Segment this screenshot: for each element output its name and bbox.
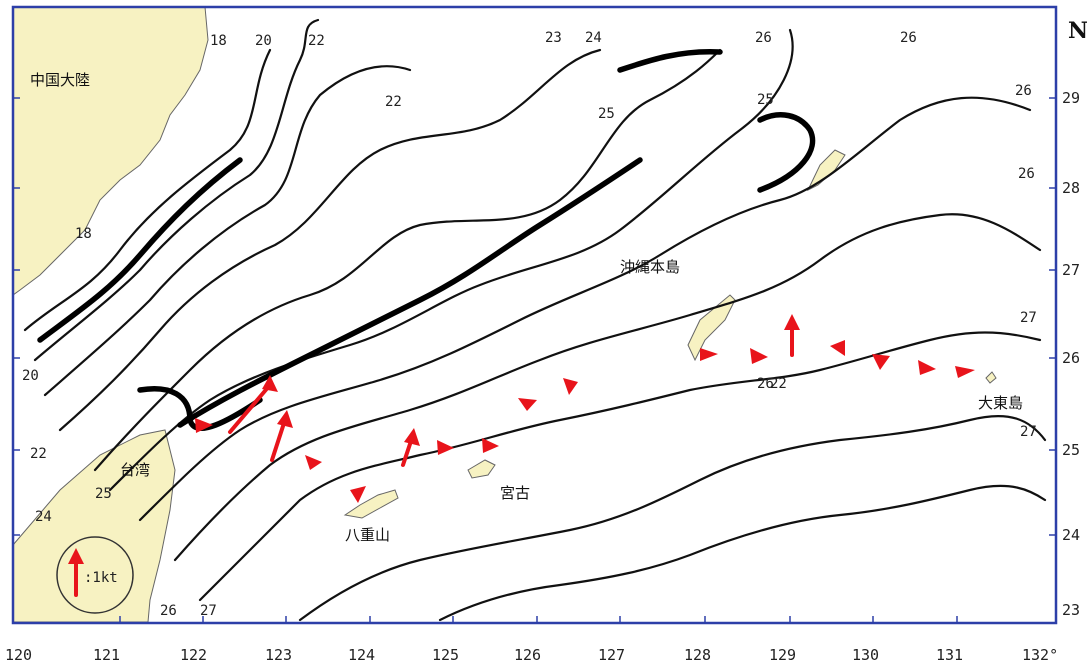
vector-head-6	[305, 455, 322, 470]
vector-arrow-2	[270, 418, 287, 462]
lat-label: 24	[1062, 526, 1080, 544]
contour-label: 22	[385, 94, 402, 110]
contour-label: 22	[770, 376, 787, 392]
legend-arrow-head	[68, 548, 84, 564]
contour-label: 27	[200, 603, 217, 619]
contour-label: 18	[75, 226, 92, 242]
daito-island	[985, 371, 997, 384]
lon-label: 124	[348, 646, 375, 664]
lat-label: 29	[1062, 89, 1080, 107]
lat-label: 28	[1062, 179, 1080, 197]
isotherm-lines	[23, 18, 1047, 622]
amami-island	[806, 149, 846, 192]
vector-head-12	[700, 348, 718, 361]
miyako-label: 宮古	[500, 484, 530, 502]
contour-label: 20	[255, 33, 272, 49]
legend: :1kt	[56, 536, 134, 614]
vector-head-13	[750, 348, 768, 364]
china-mainland	[12, 6, 209, 296]
vector-head-3	[404, 428, 420, 446]
vector-head-14	[830, 340, 845, 356]
contour-label: 22	[308, 33, 325, 49]
lat-label: 26	[1062, 349, 1080, 367]
contour-label: 26	[1015, 83, 1032, 99]
contour-labels: 18 20 22 23 24 26 26 22 25 25 26 26 27 1…	[22, 30, 1037, 619]
vector-head-2	[277, 410, 293, 428]
lon-label: 126	[514, 646, 541, 664]
contour-label: 24	[585, 30, 602, 46]
lat-labels: 29 28 27 26 25 24 23	[1062, 89, 1080, 619]
current-vectors	[195, 314, 975, 503]
vector-head-17	[955, 366, 975, 378]
yaeyama-label: 八重山	[345, 526, 390, 544]
china-label: 中国大陸	[30, 71, 90, 89]
lon-label: 128	[684, 646, 711, 664]
contour-label: 26	[900, 30, 917, 46]
vector-head-1	[262, 375, 278, 392]
yaeyama-island	[343, 489, 399, 519]
lon-labels: 120 121 122 123 124 125 126 127 128 129 …	[5, 646, 1058, 664]
lat-label: 27	[1062, 261, 1080, 279]
contour-label: 18	[210, 33, 227, 49]
contour-label: 26	[755, 30, 772, 46]
contour-label: 25	[757, 92, 774, 108]
lon-label: 120	[5, 646, 32, 664]
lat-ticks	[13, 97, 1056, 536]
contour-label: 26	[1018, 166, 1035, 182]
lon-label: 132°	[1022, 646, 1058, 664]
contour-label: 20	[22, 368, 39, 384]
vector-head-7	[350, 486, 366, 503]
map-frame	[11, 5, 1058, 625]
contour-label: 25	[598, 106, 615, 122]
lon-label: 121	[93, 646, 120, 664]
vector-head-5	[195, 418, 213, 433]
contour-label: 27	[1020, 424, 1037, 440]
bold-isotherm-lines	[37, 48, 816, 432]
lon-label: 127	[598, 646, 625, 664]
north-label: N	[1068, 18, 1087, 44]
contour-label: 25	[95, 486, 112, 502]
lon-label: 129	[769, 646, 796, 664]
legend-scale-label: :1kt	[84, 570, 118, 586]
vector-arrow-1	[228, 383, 272, 434]
vector-head-4	[784, 314, 800, 330]
lon-label: 122	[180, 646, 207, 664]
contour-label: 27	[1020, 310, 1037, 326]
place-names: 中国大陸 台湾 沖縄本島 宮古 八重山 大東島	[30, 71, 1023, 544]
vector-head-9	[482, 438, 499, 453]
lon-ticks	[119, 616, 958, 623]
vector-head-10	[518, 398, 537, 411]
contour-label: 24	[35, 509, 52, 525]
lon-label: 130	[852, 646, 879, 664]
contour-label: 26	[160, 603, 177, 619]
vector-head-8	[437, 440, 454, 455]
okinawa-label: 沖縄本島	[620, 258, 680, 276]
legend-circle	[56, 536, 134, 614]
contour-label: 23	[545, 30, 562, 46]
miyako-island	[467, 459, 496, 479]
lon-label: 125	[432, 646, 459, 664]
taiwan-label: 台湾	[120, 461, 150, 479]
vector-head-15	[872, 354, 890, 370]
lat-label: 23	[1062, 601, 1080, 619]
lat-label: 25	[1062, 441, 1080, 459]
contour-label: 26	[757, 376, 774, 392]
vector-head-11	[563, 378, 578, 395]
vector-head-16	[918, 360, 936, 375]
lon-label: 123	[265, 646, 292, 664]
lon-label: 131	[936, 646, 963, 664]
okinawa-island	[687, 294, 736, 362]
daito-label: 大東島	[978, 394, 1023, 412]
contour-label: 22	[30, 446, 47, 462]
